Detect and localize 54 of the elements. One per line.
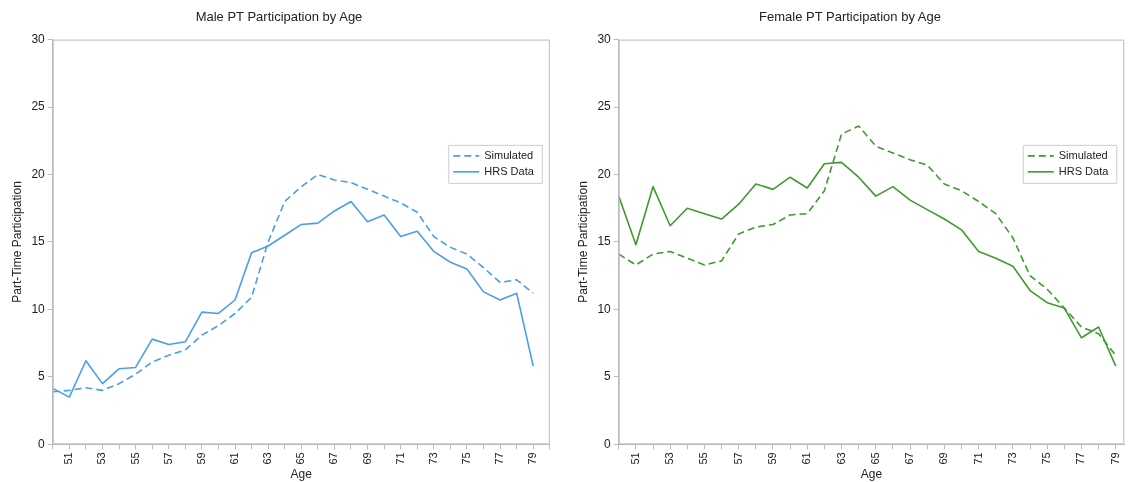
x-tick-label: 63 bbox=[261, 452, 274, 465]
y-tick-label: 5 bbox=[38, 369, 46, 384]
x-tick-label: 71 bbox=[971, 452, 984, 465]
x-tick-label: 75 bbox=[1040, 452, 1053, 465]
x-tick-label: 53 bbox=[663, 452, 676, 465]
x-axis-title: Age bbox=[290, 467, 313, 482]
y-tick-label: 15 bbox=[597, 234, 612, 249]
x-tick-label: 51 bbox=[628, 452, 641, 465]
y-tick-label: 20 bbox=[597, 166, 612, 181]
x-tick-label: 65 bbox=[868, 452, 881, 465]
x-tick-label: 65 bbox=[294, 452, 307, 465]
x-tick-label: 51 bbox=[62, 452, 75, 465]
y-tick-label: 20 bbox=[31, 166, 46, 181]
x-tick-label: 57 bbox=[161, 452, 174, 465]
x-tick-label: 57 bbox=[731, 452, 744, 465]
x-tick-label: 55 bbox=[697, 452, 710, 465]
y-axis-title: Part-Time Participation bbox=[9, 181, 24, 303]
y-tick-label: 25 bbox=[597, 99, 612, 114]
x-tick-label: 53 bbox=[95, 452, 108, 465]
x-tick-label: 67 bbox=[903, 452, 916, 465]
y-tick-label: 10 bbox=[31, 301, 46, 316]
chart-title: Female PT Participation by Age bbox=[759, 9, 941, 25]
x-tick-label: 79 bbox=[526, 452, 539, 465]
y-tick-label: 30 bbox=[597, 31, 612, 46]
x-tick-label: 77 bbox=[1074, 452, 1087, 465]
y-tick-label: 0 bbox=[604, 436, 612, 451]
y-tick-label: 25 bbox=[31, 99, 46, 114]
x-tick-label: 79 bbox=[1108, 452, 1121, 465]
x-tick-label: 71 bbox=[393, 452, 406, 465]
x-tick-label: 73 bbox=[426, 452, 439, 465]
x-tick-label: 55 bbox=[128, 452, 141, 465]
y-tick-label: 5 bbox=[604, 369, 612, 384]
legend-label: HRS Data bbox=[1058, 164, 1110, 177]
x-tick-label: 69 bbox=[360, 452, 373, 465]
x-tick-label: 77 bbox=[493, 452, 506, 465]
x-tick-label: 61 bbox=[800, 452, 813, 465]
x-axis-title: Age bbox=[860, 467, 883, 482]
y-tick-label: 10 bbox=[597, 301, 612, 316]
chart-title: Male PT Participation by Age bbox=[195, 9, 363, 25]
x-tick-label: 63 bbox=[834, 452, 847, 465]
x-tick-label: 73 bbox=[1005, 452, 1018, 465]
x-tick-label: 75 bbox=[459, 452, 472, 465]
legend-label: Simulated bbox=[1058, 148, 1108, 161]
legend-label: Simulated bbox=[484, 148, 534, 161]
x-tick-label: 69 bbox=[937, 452, 950, 465]
x-tick-label: 59 bbox=[766, 452, 779, 465]
y-tick-label: 15 bbox=[31, 234, 46, 249]
legend-label: HRS Data bbox=[484, 164, 535, 177]
y-tick-label: 30 bbox=[31, 31, 46, 46]
x-tick-label: 67 bbox=[327, 452, 340, 465]
y-axis-title: Part-Time Participation bbox=[575, 181, 590, 303]
x-tick-label: 59 bbox=[194, 452, 207, 465]
y-tick-label: 0 bbox=[38, 436, 46, 451]
x-tick-label: 61 bbox=[228, 452, 241, 465]
